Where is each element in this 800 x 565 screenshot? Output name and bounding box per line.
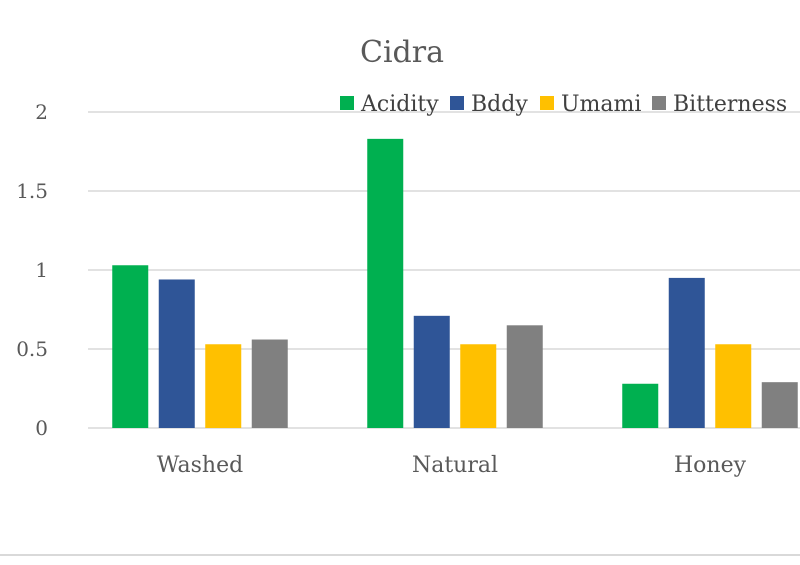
bar-umami-washed [205, 344, 242, 428]
legend-swatch-bddy [450, 96, 464, 110]
x-category-label: Honey [674, 453, 747, 478]
bar-acidity-natural [367, 138, 404, 429]
y-tick-label: 2 [35, 100, 48, 124]
y-tick-label: 0 [35, 416, 48, 440]
y-tick-label: 1.5 [16, 179, 48, 203]
bottom-divider [0, 554, 800, 556]
bar-bitterness-washed [251, 339, 288, 428]
bar-bddy-natural [413, 315, 450, 428]
bar-bddy-washed [158, 279, 195, 428]
legend-swatch-acidity [340, 96, 354, 110]
bar-bitterness-honey [761, 382, 798, 428]
chart-title: Cidra [360, 35, 444, 70]
bar-umami-honey [715, 344, 752, 428]
y-tick-label: 1 [35, 258, 48, 282]
legend-label-acidity: Acidity [360, 92, 439, 117]
bars [112, 138, 798, 429]
bar-acidity-honey [622, 383, 659, 428]
legend: Acidity Bddy Umami Bitterness [340, 92, 787, 117]
legend-label-bddy: Bddy [471, 92, 528, 117]
y-tick-label: 0.5 [16, 337, 48, 361]
x-axis-categories: Washed Natural Honey [157, 453, 747, 478]
legend-label-bitterness: Bitterness [673, 92, 787, 117]
legend-label-umami: Umami [561, 92, 641, 117]
x-category-label: Washed [157, 453, 243, 478]
bar-bddy-honey [668, 277, 705, 428]
y-axis-ticks: 0 0.5 1 1.5 2 [16, 100, 48, 440]
legend-swatch-bitterness [652, 96, 666, 110]
bar-acidity-washed [112, 265, 149, 428]
bar-umami-natural [460, 344, 497, 428]
legend-swatch-umami [540, 96, 554, 110]
bar-bitterness-natural [506, 325, 543, 428]
x-category-label: Natural [412, 453, 498, 478]
